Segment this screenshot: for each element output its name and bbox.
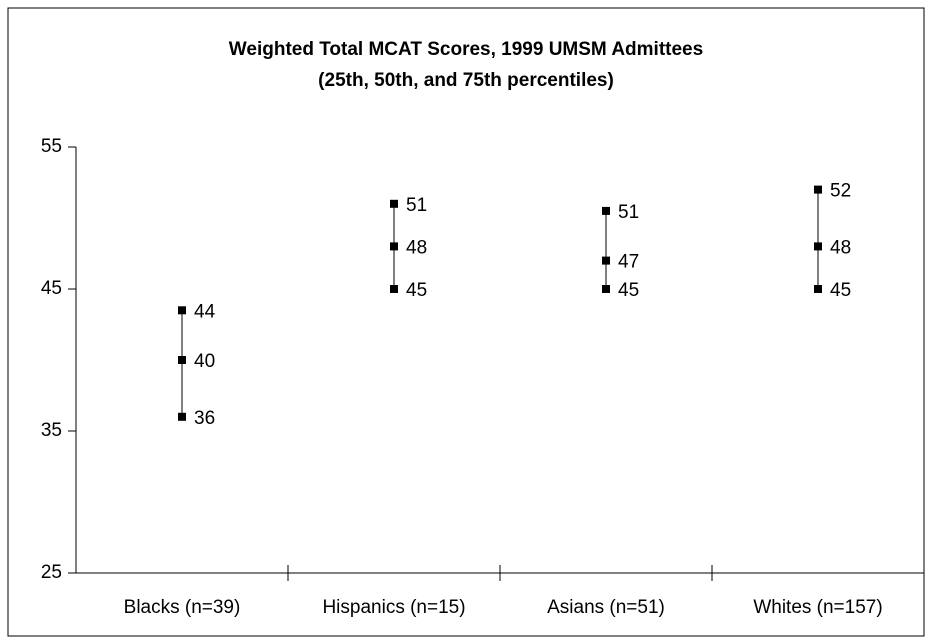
value-label: 45: [830, 280, 851, 301]
x-tick-label: Asians (n=51): [547, 597, 665, 618]
percentile-marker: [390, 199, 398, 208]
x-tick-label: Hispanics (n=15): [322, 597, 465, 618]
percentile-marker: [602, 256, 610, 265]
x-tick-label: Whites (n=157): [753, 597, 882, 618]
chart-title: Weighted Total MCAT Scores, 1999 UMSM Ad…: [229, 39, 703, 60]
value-label: 52: [830, 181, 851, 202]
percentile-marker: [178, 306, 186, 315]
percentile-marker: [602, 206, 610, 215]
value-label: 51: [406, 195, 427, 216]
y-tick-label: 55: [41, 136, 62, 157]
percentile-marker: [814, 285, 822, 293]
value-label: 51: [618, 202, 639, 223]
value-label: 48: [406, 237, 427, 258]
value-label: 45: [618, 280, 639, 301]
y-tick-label: 45: [41, 278, 62, 299]
x-tick-label: Blacks (n=39): [124, 597, 241, 618]
value-label: 36: [194, 408, 215, 429]
chart-subtitle: (25th, 50th, and 75th percentiles): [318, 70, 614, 91]
percentile-marker: [602, 285, 610, 293]
chart-frame: [7, 7, 925, 637]
y-tick-label: 25: [41, 562, 62, 583]
value-label: 48: [830, 237, 851, 258]
percentile-marker: [178, 412, 186, 421]
percentile-marker: [178, 356, 186, 364]
percentile-marker: [814, 185, 822, 194]
percentile-marker: [814, 242, 822, 251]
percentile-marker: [390, 242, 398, 251]
value-label: 40: [194, 351, 215, 372]
percentile-marker: [390, 285, 398, 293]
value-label: 47: [618, 252, 639, 273]
y-tick-label: 35: [41, 420, 62, 441]
value-label: 45: [406, 280, 427, 301]
value-label: 44: [194, 301, 216, 322]
